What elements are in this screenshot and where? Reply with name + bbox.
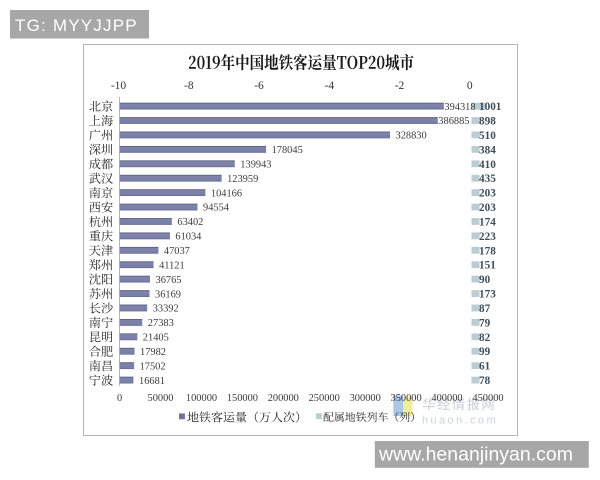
svg-text:178045: 178045 [272,145,303,156]
svg-text:36169: 36169 [155,289,181,300]
svg-text:41121: 41121 [159,260,185,271]
svg-text:61034: 61034 [175,232,202,243]
svg-text:178: 178 [479,245,496,257]
svg-text:-6: -6 [254,80,264,92]
svg-text:33392: 33392 [153,304,179,315]
svg-text:435: 435 [479,173,496,185]
svg-text:huaon.com: huaon.com [422,415,498,427]
svg-text:63402: 63402 [177,217,203,228]
svg-text:203: 203 [479,202,496,214]
svg-text:100000: 100000 [186,393,217,404]
svg-text:150000: 150000 [227,393,258,404]
svg-text:174: 174 [479,216,496,228]
svg-text:94554: 94554 [203,203,230,214]
svg-text:200000: 200000 [268,393,299,404]
svg-text:350000: 350000 [391,393,422,404]
svg-text:47037: 47037 [164,246,190,257]
svg-text:-2: -2 [395,80,405,92]
svg-text:17502: 17502 [140,361,166,372]
svg-text:1001: 1001 [479,101,502,113]
svg-text:250000: 250000 [309,393,340,404]
svg-text:173: 173 [479,289,496,301]
svg-text:151: 151 [479,260,496,272]
svg-text:21405: 21405 [143,333,169,344]
svg-text:79: 79 [479,317,491,329]
svg-text:510: 510 [479,130,496,142]
svg-text:36765: 36765 [156,275,182,286]
svg-text:-8: -8 [184,80,194,92]
svg-text:27383: 27383 [148,318,174,329]
svg-text:17982: 17982 [140,347,166,358]
svg-text:90: 90 [479,274,491,286]
svg-text:0: 0 [117,393,122,404]
svg-text:450000: 450000 [472,393,503,404]
svg-text:328830: 328830 [396,131,427,142]
svg-text:82: 82 [479,332,491,344]
svg-text:www.henanjinyan.com: www.henanjinyan.com [378,444,573,466]
svg-text:104166: 104166 [211,188,242,199]
svg-text:384: 384 [479,144,496,156]
svg-text:99: 99 [479,346,491,358]
svg-text:400000: 400000 [431,393,462,404]
svg-text:223: 223 [479,231,496,243]
svg-text:TG: MYYJJPP: TG: MYYJJPP [15,16,138,35]
svg-text:123959: 123959 [227,174,258,185]
svg-text:410: 410 [479,159,496,171]
svg-text:16681: 16681 [139,376,165,387]
svg-text:394318: 394318 [444,102,475,113]
svg-text:0: 0 [467,80,473,92]
svg-text:203: 203 [479,188,496,200]
svg-text:300000: 300000 [350,393,381,404]
svg-text:-10: -10 [111,80,127,92]
svg-text:139943: 139943 [240,159,271,170]
svg-text:898: 898 [479,116,496,128]
svg-text:87: 87 [479,303,491,315]
svg-text:-4: -4 [325,80,335,92]
svg-text:386885: 386885 [438,116,469,127]
svg-text:50000: 50000 [148,393,174,404]
svg-text:78: 78 [479,375,491,387]
svg-text:61: 61 [479,361,491,373]
